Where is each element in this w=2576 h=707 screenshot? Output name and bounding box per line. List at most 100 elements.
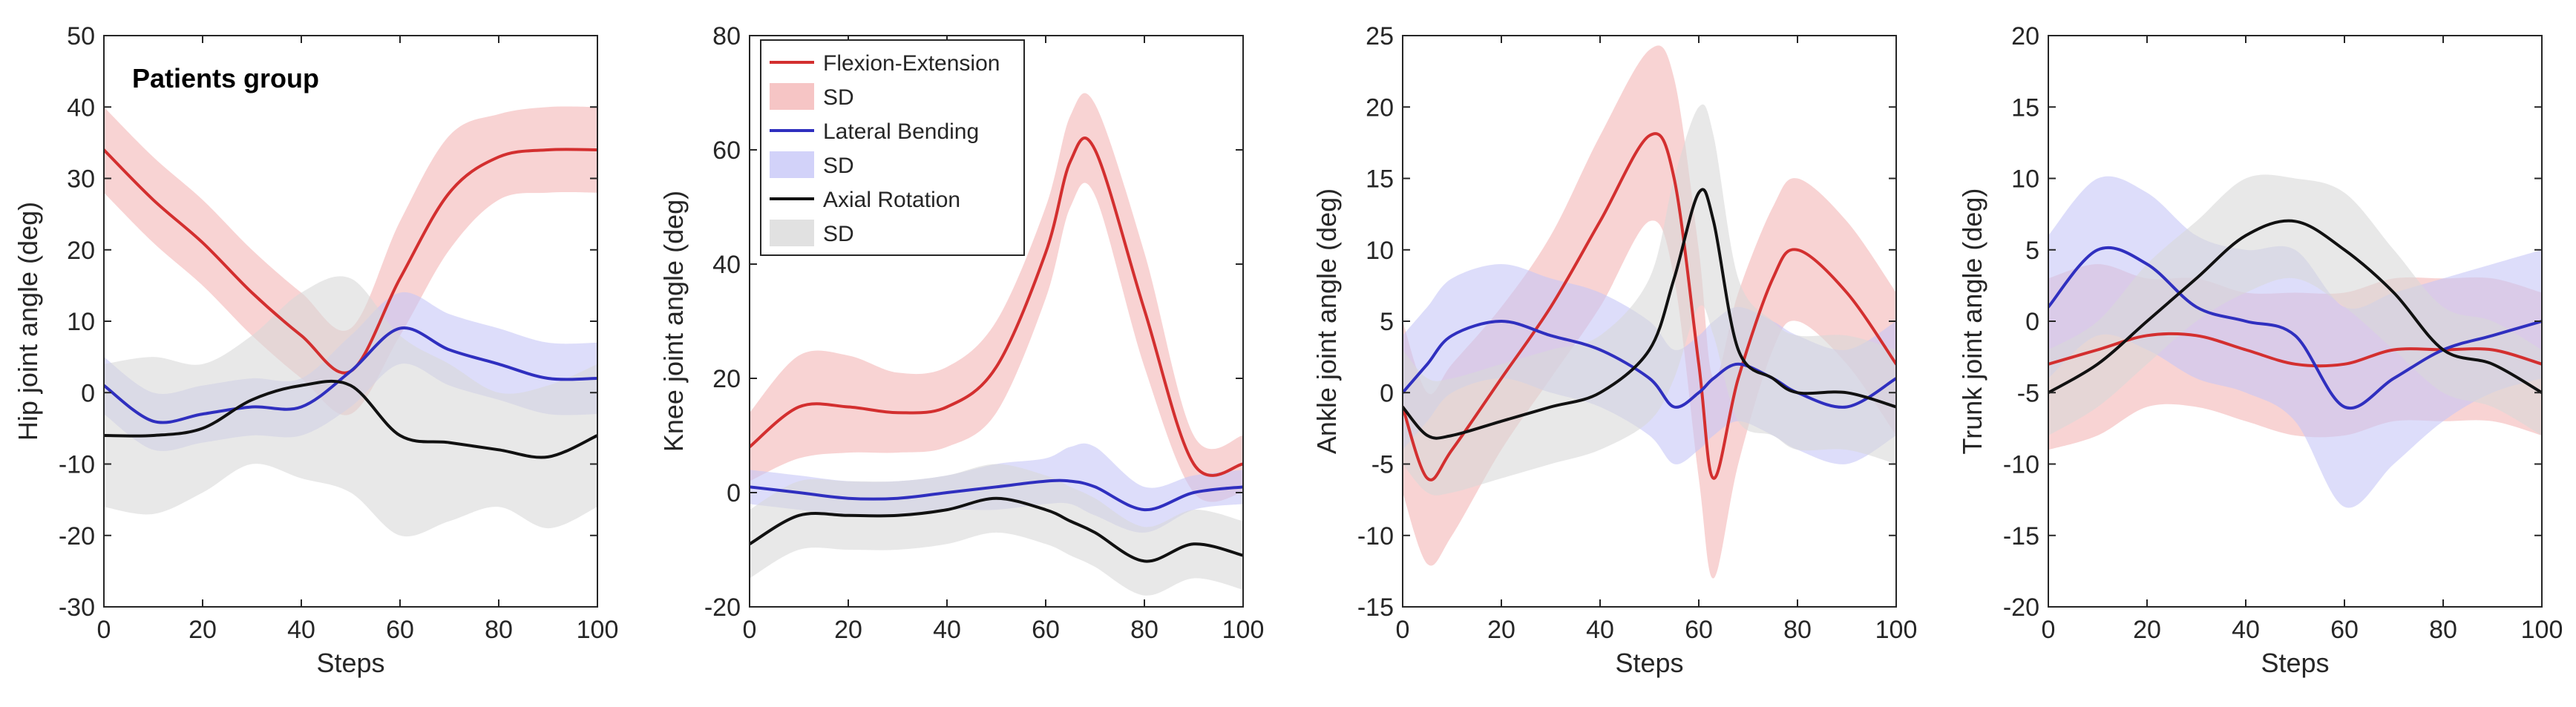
plot-content	[2048, 174, 2542, 508]
y-tick-label: 20	[2011, 22, 2039, 50]
x-tick-label: 40	[933, 616, 961, 644]
x-tick-label: 60	[2330, 616, 2359, 644]
y-tick-label: 40	[712, 251, 741, 279]
legend-entry-label: Flexion-Extension	[823, 51, 1000, 76]
series-line-lateral-bending	[750, 479, 1243, 512]
y-axis-label: Ankle joint angle (deg)	[1311, 188, 1342, 454]
x-tick-label: 0	[97, 616, 111, 644]
series-line-axial-rotation	[750, 496, 1243, 563]
x-tick-label: 100	[1875, 616, 1918, 644]
y-tick-label: 20	[1366, 93, 1394, 122]
x-tick-label: 20	[834, 616, 862, 644]
series-line-axial-rotation	[1403, 188, 1896, 440]
x-tick-label: 40	[2232, 616, 2260, 644]
plot-content	[750, 93, 1243, 596]
y-axis-label: Knee joint angle (deg)	[658, 191, 689, 452]
x-tick-label: 0	[743, 616, 757, 644]
x-axis-label: Steps	[2261, 648, 2329, 678]
series-line-flexion-extension	[750, 137, 1243, 477]
y-tick-label: -5	[1371, 451, 1394, 479]
x-tick-label: 0	[1396, 616, 1410, 644]
legend-box	[760, 39, 1025, 256]
x-tick-label: 100	[577, 616, 619, 644]
y-tick-label: 50	[67, 22, 95, 50]
y-tick-label: 15	[1366, 165, 1394, 194]
y-tick-label: 20	[712, 365, 741, 393]
series-line-lateral-bending	[2048, 246, 2542, 410]
legend: Flexion-Extension SD Lateral Bending SD Axia…	[760, 39, 1025, 256]
legend-patch-swatch	[770, 220, 814, 246]
x-tick-label: 0	[2042, 616, 2056, 644]
y-tick-label: 0	[2025, 308, 2039, 336]
x-axis-label: Steps	[1615, 648, 1683, 678]
y-tick-label: 10	[1366, 237, 1394, 265]
sd-band-axial-rotation	[104, 276, 597, 537]
y-tick-label: -15	[2003, 522, 2039, 550]
legend-entry-label: SD	[823, 222, 854, 246]
x-tick-label: 40	[1586, 616, 1614, 644]
series-line-axial-rotation	[2048, 219, 2542, 395]
axes-box	[749, 35, 1244, 608]
y-tick-label: -20	[59, 522, 95, 550]
plot-content	[104, 106, 597, 537]
y-tick-label: -15	[1357, 593, 1394, 622]
panel-3: 0 20 40 60 80 100 -15 -10 -5 0 5 10 15 20 25 Steps Ankle…	[1311, 22, 1917, 678]
sd-band-axial-rotation	[1403, 104, 1896, 496]
sd-band-axial-rotation	[750, 464, 1243, 596]
y-tick-label: 0	[727, 479, 741, 507]
series-line-flexion-extension	[2048, 332, 2542, 368]
y-axis-label: Trunk joint angle (deg)	[1957, 188, 1987, 455]
y-tick-label: 10	[67, 308, 95, 336]
panel-1: 0 20 40 60 80 100 -30 -20 -10 0 10 20 30 40 50 Steps Hip…	[13, 22, 618, 678]
x-tick-label: 40	[287, 616, 315, 644]
y-tick-label: -20	[704, 593, 741, 622]
y-axis-label: Hip joint angle (deg)	[13, 202, 43, 441]
plot-content	[1403, 45, 1896, 579]
y-tick-label: -5	[2017, 379, 2039, 407]
series-line-lateral-bending	[104, 326, 597, 424]
y-tick-label: 60	[712, 137, 741, 165]
y-tick-label: 0	[81, 379, 95, 407]
y-tick-label: -20	[2003, 593, 2039, 622]
x-tick-label: 60	[386, 616, 414, 644]
y-tick-label: -10	[2003, 451, 2039, 479]
series-line-flexion-extension	[1403, 132, 1896, 481]
x-tick-label: 80	[2429, 616, 2457, 644]
legend-entry-label: SD	[823, 85, 854, 110]
y-tick-label: 80	[712, 22, 741, 50]
legend-entry-label: Lateral Bending	[823, 119, 979, 144]
x-tick-label: 20	[189, 616, 217, 644]
y-tick-label: 5	[1380, 308, 1394, 336]
legend-patch-swatch	[770, 83, 814, 110]
y-tick-label: -10	[1357, 522, 1394, 550]
x-axis-label: Steps	[316, 648, 384, 678]
legend-entry-label: SD	[823, 154, 854, 178]
x-tick-label: 100	[1222, 616, 1265, 644]
y-tick-label: 30	[67, 165, 95, 194]
y-tick-label: 20	[67, 237, 95, 265]
y-tick-label: 0	[1380, 379, 1394, 407]
legend-entry-label: Axial Rotation	[823, 188, 960, 212]
y-tick-label: 15	[2011, 93, 2039, 122]
sd-band-flexion-extension	[104, 106, 597, 415]
y-tick-label: 40	[67, 93, 95, 122]
y-tick-label: -30	[59, 593, 95, 622]
sd-band-flexion-extension	[750, 93, 1243, 502]
x-tick-label: 80	[1783, 616, 1812, 644]
series-line-axial-rotation	[104, 379, 597, 459]
x-tick-label: 80	[485, 616, 513, 644]
panel-annotation: Patients group	[132, 63, 319, 93]
y-tick-label: -10	[59, 451, 95, 479]
x-tick-label: 60	[1685, 616, 1713, 644]
y-tick-label: 10	[2011, 165, 2039, 194]
x-tick-label: 100	[2521, 616, 2563, 644]
y-tick-label: 25	[1366, 22, 1394, 50]
x-tick-label: 80	[1130, 616, 1158, 644]
x-tick-label: 60	[1032, 616, 1060, 644]
x-tick-label: 20	[1487, 616, 1515, 644]
y-tick-label: 5	[2025, 237, 2039, 265]
panel-4: 0 20 40 60 80 100 -20 -15 -10 -5 0 5 10 15 20 Steps Trun…	[1957, 22, 2563, 678]
